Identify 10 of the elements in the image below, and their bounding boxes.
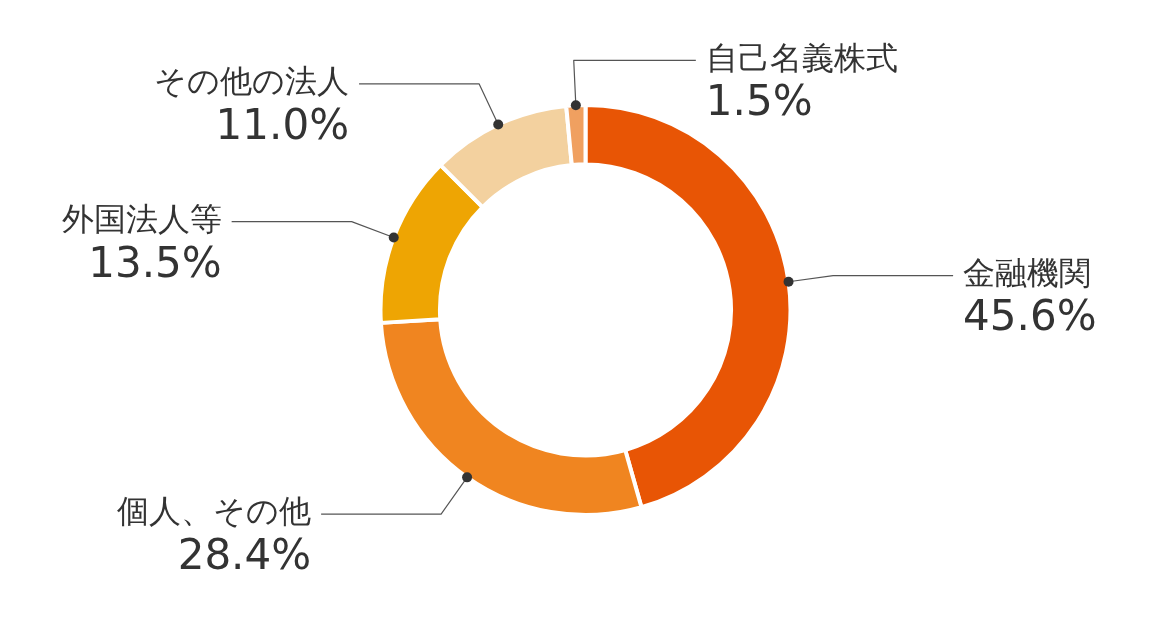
data-label: 11.0% xyxy=(215,99,350,149)
slice-label: 外国法人等 xyxy=(61,199,222,238)
slice-label: その他の法人 xyxy=(154,62,350,101)
data-label: 13.5% xyxy=(88,237,222,287)
data-label: 1.5% xyxy=(705,76,813,126)
data-label: 45.6% xyxy=(963,291,1097,341)
slice-label: 自己名義株式 xyxy=(705,38,898,77)
slice-label: 個人、その他 xyxy=(117,492,312,531)
slice-label: 金融機関 xyxy=(963,253,1092,292)
data-label: 28.4% xyxy=(177,529,312,579)
